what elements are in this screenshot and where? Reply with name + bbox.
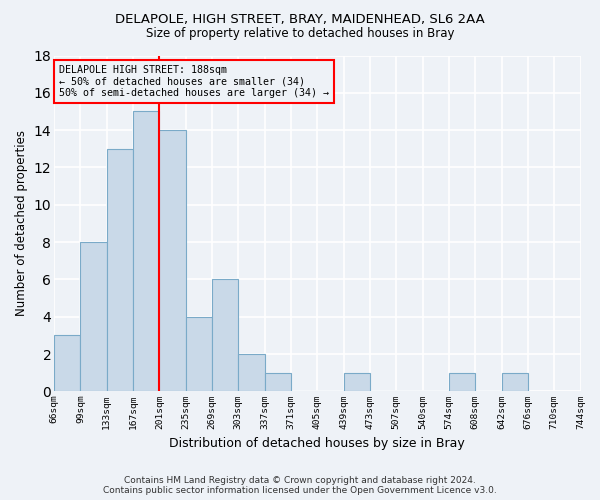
- Text: DELAPOLE HIGH STREET: 188sqm
← 50% of detached houses are smaller (34)
50% of se: DELAPOLE HIGH STREET: 188sqm ← 50% of de…: [59, 65, 329, 98]
- Bar: [344, 372, 370, 392]
- Text: Size of property relative to detached houses in Bray: Size of property relative to detached ho…: [146, 28, 454, 40]
- Bar: [212, 280, 238, 392]
- Bar: [185, 316, 212, 392]
- Bar: [502, 372, 528, 392]
- Y-axis label: Number of detached properties: Number of detached properties: [15, 130, 28, 316]
- Bar: [80, 242, 107, 392]
- Bar: [54, 336, 80, 392]
- Bar: [160, 130, 185, 392]
- Bar: [238, 354, 265, 392]
- Bar: [265, 372, 291, 392]
- Bar: [107, 149, 133, 392]
- Text: DELAPOLE, HIGH STREET, BRAY, MAIDENHEAD, SL6 2AA: DELAPOLE, HIGH STREET, BRAY, MAIDENHEAD,…: [115, 12, 485, 26]
- Bar: [449, 372, 475, 392]
- Text: Contains HM Land Registry data © Crown copyright and database right 2024.
Contai: Contains HM Land Registry data © Crown c…: [103, 476, 497, 495]
- Bar: [133, 112, 160, 392]
- X-axis label: Distribution of detached houses by size in Bray: Distribution of detached houses by size …: [169, 437, 465, 450]
